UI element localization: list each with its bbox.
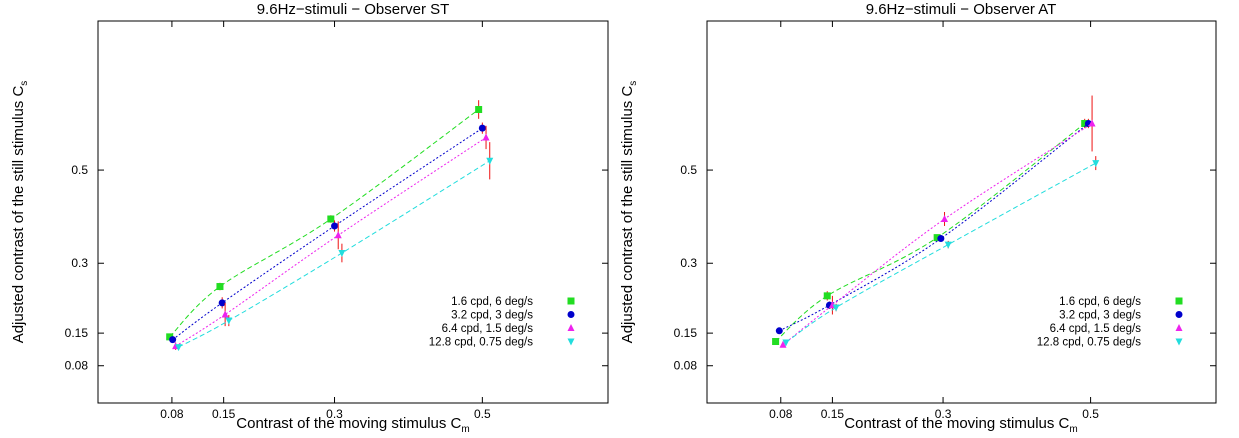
legend-marker <box>567 311 575 318</box>
x-axis-label: Contrast of the moving stimulus Cm <box>236 415 469 435</box>
data-point <box>175 344 183 352</box>
data-point <box>486 157 494 165</box>
series-line <box>172 127 483 341</box>
legend-marker <box>1175 324 1183 331</box>
x-tick-label: 0.5 <box>474 407 491 421</box>
chart-title: 9.6Hz−stimuli − Observer ST <box>257 1 450 18</box>
series-4 <box>175 142 494 352</box>
data-point <box>169 336 177 344</box>
data-point <box>775 327 783 335</box>
legend-label: 1.6 cpd, 6 deg/s <box>1059 296 1141 308</box>
legend-marker <box>1175 338 1183 346</box>
legend-marker <box>1175 297 1183 305</box>
data-point <box>225 317 233 325</box>
series-line <box>785 162 1097 343</box>
series-line <box>775 123 1085 342</box>
data-point <box>331 222 339 230</box>
data-point <box>334 231 342 239</box>
y-tick-label: 0.15 <box>674 326 698 340</box>
legend-marker <box>567 324 575 331</box>
data-point <box>944 241 952 249</box>
chart-panel-2: 9.6Hz−stimuli − Observer AT 0.08 0.15 0.3 0.… <box>619 1 1217 435</box>
x-tick-label: 0.5 <box>1082 407 1099 421</box>
series-line <box>175 137 487 347</box>
y-tick-label: 0.3 <box>680 256 697 270</box>
plot-frame <box>97 20 609 404</box>
data-point <box>832 304 840 312</box>
data-point <box>478 124 486 132</box>
legend-label: 6.4 cpd, 1.5 deg/s <box>1050 323 1142 335</box>
chart-panel-1: 9.6Hz−stimuli − Observer ST 0.08 0.15 0.3 0.… <box>10 1 609 435</box>
series-1 <box>166 100 483 341</box>
legend-marker <box>1175 311 1183 318</box>
x-tick-label: 0.3 <box>935 407 952 421</box>
data-point <box>941 214 949 222</box>
legend-label: 12.8 cpd, 0.75 deg/s <box>1037 337 1141 349</box>
series-3 <box>172 125 490 350</box>
y-tick-label: 0.08 <box>674 359 698 373</box>
data-point <box>782 339 790 347</box>
data-point <box>779 340 787 348</box>
series-2 <box>775 118 1092 335</box>
y-tick-label: 0.08 <box>65 359 89 373</box>
y-axis-label: Adjusted contrast of the still stimulus … <box>619 81 639 344</box>
legend-label: 1.6 cpd, 6 deg/s <box>451 296 533 308</box>
data-point <box>327 215 335 223</box>
data-point <box>166 333 174 341</box>
data-point <box>475 106 483 114</box>
data-point <box>216 283 224 291</box>
series-1 <box>772 118 1089 346</box>
data-point <box>772 338 780 346</box>
legend-marker <box>567 338 575 346</box>
legend: 1.6 cpd, 6 deg/s 3.2 cpd, 3 deg/s6.4 cpd,… <box>429 296 575 349</box>
data-point <box>218 299 226 307</box>
legend: 1.6 cpd, 6 deg/s 3.2 cpd, 3 deg/s6.4 cpd,… <box>1037 296 1183 349</box>
series-line <box>782 123 1093 346</box>
legend-label: 3.2 cpd, 3 deg/s <box>451 310 533 322</box>
chart-title: 9.6Hz−stimuli − Observer AT <box>866 1 1057 18</box>
x-tick-label: 0.3 <box>326 407 343 421</box>
x-tick-label: 0.15 <box>212 407 236 421</box>
series-line <box>169 109 479 338</box>
data-point <box>823 292 831 300</box>
x-axis-label: Contrast of the moving stimulus Cm <box>844 415 1077 435</box>
data-point <box>338 249 346 257</box>
y-tick-label: 0.15 <box>65 326 89 340</box>
data-point <box>937 235 945 243</box>
y-tick-label: 0.3 <box>71 256 88 270</box>
legend-label: 12.8 cpd, 0.75 deg/s <box>429 337 533 349</box>
data-point <box>221 310 229 318</box>
data-point <box>482 133 490 141</box>
data-point <box>1088 119 1096 127</box>
x-tick-label: 0.08 <box>160 407 184 421</box>
y-tick-label: 0.5 <box>71 163 88 177</box>
legend-marker <box>567 297 575 305</box>
series-line <box>178 160 491 348</box>
series-line <box>779 123 1089 332</box>
legend-label: 6.4 cpd, 1.5 deg/s <box>442 323 534 335</box>
series-3 <box>779 95 1096 348</box>
series-2 <box>169 122 486 344</box>
plot-frame <box>706 20 1217 404</box>
series-4 <box>782 156 1100 347</box>
data-point <box>1081 119 1089 127</box>
legend-label: 3.2 cpd, 3 deg/s <box>1059 310 1141 322</box>
x-tick-label: 0.15 <box>821 407 845 421</box>
data-point <box>1092 160 1100 168</box>
x-tick-label: 0.08 <box>769 407 793 421</box>
data-point <box>933 234 941 242</box>
y-tick-label: 0.5 <box>680 163 697 177</box>
y-axis-label: Adjusted contrast of the still stimulus … <box>10 81 30 344</box>
